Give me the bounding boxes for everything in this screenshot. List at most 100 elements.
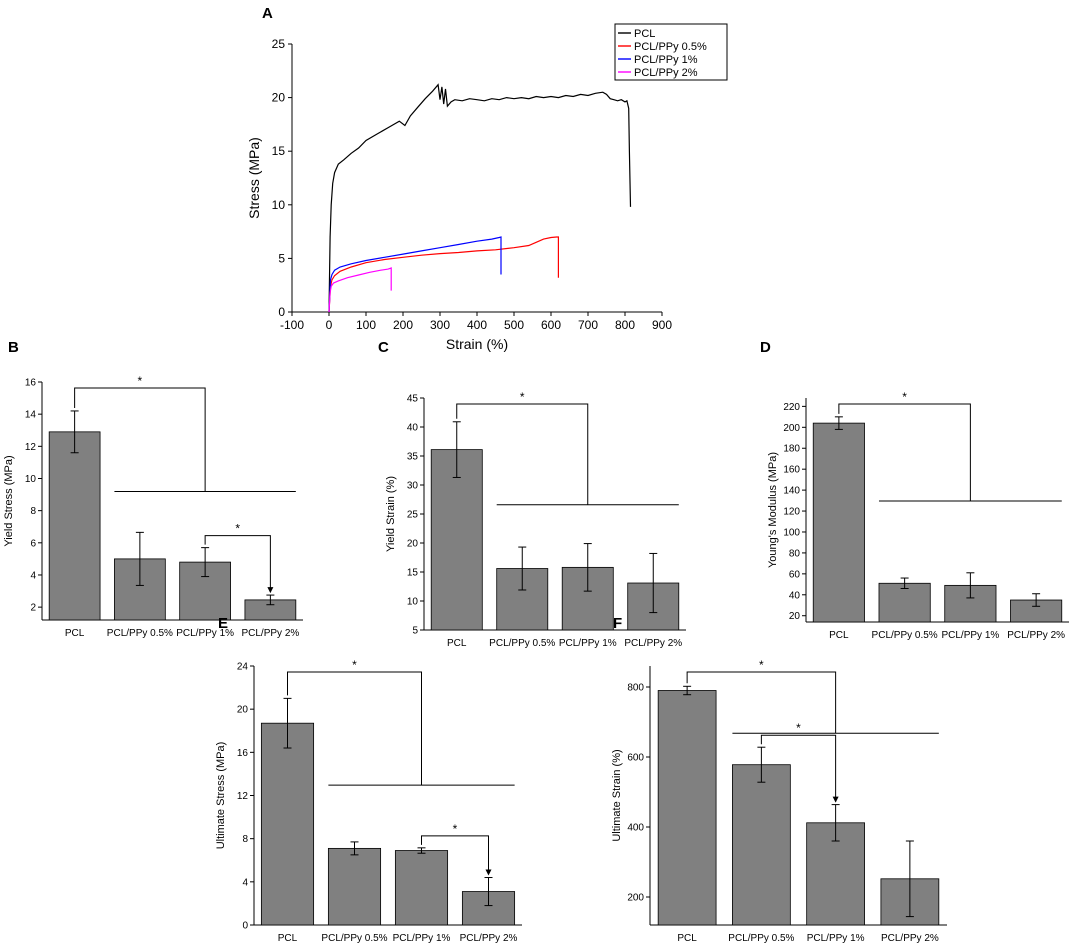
x-tick-label: 600 [541,318,561,332]
panel-b: B 2 4 6 8 10 12 14 16 Yield Stress (MPa) PCL PCL/PP… [3,339,303,639]
significance-star: * [453,822,458,836]
y-tick-label: 10 [272,198,286,212]
y-tick-label: 60 [789,569,801,580]
significance-star: * [759,658,764,672]
significance-star: * [235,522,240,536]
x-tick-label: PCL/PPy 1% [393,933,451,944]
y-tick-label: 16 [237,748,249,759]
y-tick-label: 24 [237,662,249,673]
y-tick-label: 20 [407,539,419,550]
bar-pcl [430,449,483,631]
bar-pcl [812,422,865,623]
y-tick-label: 80 [789,548,801,559]
x-tick-label: PCL/PPy 0.5% [872,630,938,641]
y-axis-title: Ultimate Strain (%) [611,749,623,841]
bar-pcl-ppy-0-5- [327,847,382,926]
legend-label: PCL/PPy 1% [634,54,698,66]
y-axis-title: Yield Strain (%) [385,476,397,552]
panel-d: D 20 40 60 80 100 120 140 160 180 200 220 Young's Mo… [760,339,1069,641]
x-tick-label: 400 [467,318,487,332]
y-tick-label: 8 [242,834,248,845]
y-tick-label: 15 [407,568,419,579]
y-tick-label: 0 [278,305,285,319]
significance-star: * [352,658,357,672]
panel-f: F 200 400 600 800 Ultimate Strain (%) PCL PCL/P… [611,615,947,944]
x-tick-label: 0 [326,318,333,332]
y-tick-label: 180 [783,444,800,455]
y-axis-title: Young's Modulus (MPa) [767,452,779,568]
series-line-pcl-ppy-0-5- [328,236,560,313]
series-line-pcl [328,83,632,313]
x-tick-label: PCL [677,933,697,944]
x-axis-title: Strain (%) [446,336,508,352]
panel-label-f: F [613,615,622,632]
y-tick-label: 30 [407,481,419,492]
series-line-pcl-ppy-2- [328,267,392,313]
y-tick-label: 400 [627,823,644,834]
y-tick-label: 20 [237,705,249,716]
y-tick-label: 12 [237,791,249,802]
x-tick-label: PCL [65,628,85,639]
significance-star: * [902,390,907,404]
significance-star: * [138,374,143,388]
y-tick-label: 120 [783,507,800,518]
bar-pcl-ppy-0-5- [732,764,791,926]
x-tick-label: -100 [280,318,304,332]
y-tick-label: 10 [25,474,37,485]
y-tick-label: 600 [627,753,644,764]
x-tick-label: PCL/PPy 2% [881,933,939,944]
y-tick-label: 8 [30,506,36,517]
x-tick-label: PCL/PPy 2% [624,638,682,649]
legend-label: PCL/PPy 0.5% [634,41,707,53]
legend-box [614,23,728,81]
y-tick-label: 4 [30,570,36,581]
significance-bracket [287,671,422,786]
significance-bracket [74,387,206,492]
y-tick-label: 800 [627,683,644,694]
y-tick-label: 100 [783,527,800,538]
y-tick-label: 12 [25,442,37,453]
y-tick-label: 14 [25,410,37,421]
y-tick-label: 20 [789,611,801,622]
y-tick-label: 15 [272,144,286,158]
y-axis-title: Yield Stress (MPa) [3,455,15,546]
y-tick-label: 0 [242,921,248,932]
y-tick-label: 40 [789,590,801,601]
x-tick-label: PCL [278,933,298,944]
y-tick-label: 25 [272,37,286,51]
x-tick-label: PCL [829,630,849,641]
legend-label: PCL/PPy 2% [634,67,698,79]
y-tick-label: 40 [407,423,419,434]
x-tick-label: PCL/PPy 0.5% [107,628,173,639]
significance-bracket [204,535,271,593]
significance-arrowhead [485,869,492,876]
panel-e: E 0 4 8 12 16 20 24 Ultimate Stress (MPa) PCL PCL/… [215,615,522,944]
x-tick-label: 100 [356,318,376,332]
x-tick-label: PCL [447,638,467,649]
panel-label-b: B [8,339,19,356]
x-tick-label: PCL/PPy 0.5% [321,933,387,944]
significance-bracket [686,671,837,734]
y-tick-label: 4 [242,877,248,888]
panel-label-c: C [378,339,389,356]
y-tick-label: 140 [783,486,800,497]
y-tick-label: 220 [783,402,800,413]
y-tick-label: 6 [30,538,36,549]
x-tick-label: PCL/PPy 2% [460,933,518,944]
series-line-pcl-ppy-1- [328,236,502,313]
y-tick-label: 10 [407,597,419,608]
y-tick-label: 25 [407,510,419,521]
legend-label: PCL [634,28,655,40]
bar-pcl [260,722,315,926]
x-tick-label: 700 [578,318,598,332]
panel-label-e: E [218,615,228,632]
x-tick-label: 800 [615,318,635,332]
bar-pcl [657,690,717,926]
y-tick-label: 200 [783,423,800,434]
x-tick-label: PCL/PPy 1% [941,630,999,641]
y-tick-label: 20 [272,91,286,105]
bar-pcl-ppy-0-5- [878,582,931,623]
y-tick-label: 2 [30,603,36,614]
significance-bracket [760,734,837,802]
